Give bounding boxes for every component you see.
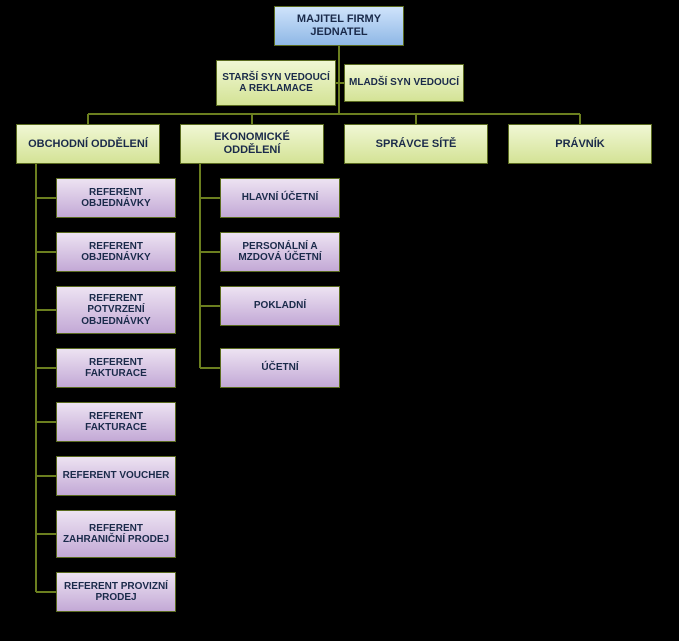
node-son1: STARŠÍ SYN VEDOUCÍ A REKLAMACE — [216, 60, 336, 106]
node-son2: MLADŠÍ SYN VEDOUCÍ — [344, 64, 464, 102]
node-o3: REFERENT POTVRZENÍ OBJEDNÁVKY — [56, 286, 176, 334]
node-o7: REFERENT ZAHRANIČNÍ PRODEJ — [56, 510, 176, 558]
node-dept3: SPRÁVCE SÍTĚ — [344, 124, 488, 164]
node-e3: POKLADNÍ — [220, 286, 340, 326]
node-o2: REFERENT OBJEDNÁVKY — [56, 232, 176, 272]
node-e2: PERSONÁLNÍ A MZDOVÁ ÚČETNÍ — [220, 232, 340, 272]
node-dept4: PRÁVNÍK — [508, 124, 652, 164]
org-chart: MAJITEL FIRMY JEDNATEL STARŠÍ SYN VEDOUCÍ… — [0, 0, 679, 641]
node-dept1: OBCHODNÍ ODDĚLENÍ — [16, 124, 160, 164]
node-o4: REFERENT FAKTURACE — [56, 348, 176, 388]
node-o8: REFERENT PROVIZNÍ PRODEJ — [56, 572, 176, 612]
node-root: MAJITEL FIRMY JEDNATEL — [274, 6, 404, 46]
node-o1: REFERENT OBJEDNÁVKY — [56, 178, 176, 218]
node-dept2: EKONOMICKÉ ODDĚLENÍ — [180, 124, 324, 164]
node-e4: ÚČETNÍ — [220, 348, 340, 388]
node-e1: HLAVNÍ ÚČETNÍ — [220, 178, 340, 218]
node-o5: REFERENT FAKTURACE — [56, 402, 176, 442]
node-o6: REFERENT VOUCHER — [56, 456, 176, 496]
